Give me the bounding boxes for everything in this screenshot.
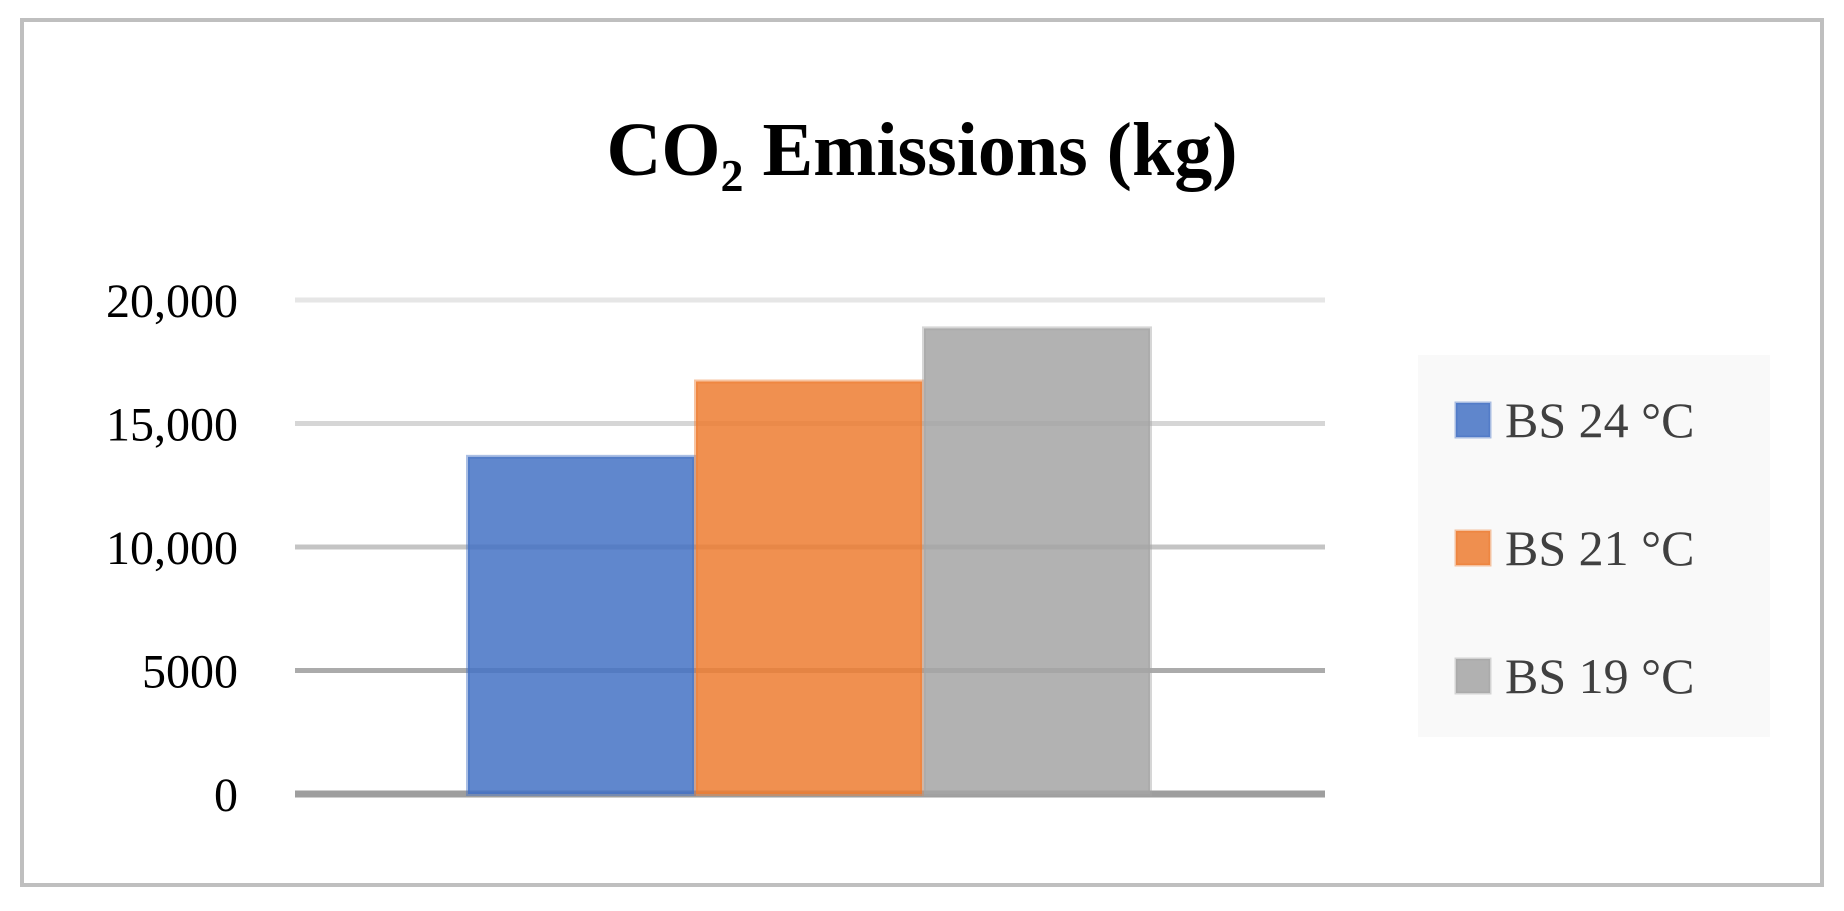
bars xyxy=(466,326,1152,796)
legend-label-1: BS 24 °C xyxy=(1505,392,1695,448)
chart-title-prefix: CO xyxy=(606,108,720,192)
chart-title-subscript: 2 xyxy=(720,150,743,201)
y-tick-label: 0 xyxy=(214,769,238,822)
legend-label-2: BS 21 °C xyxy=(1505,520,1695,576)
bar-1 xyxy=(466,454,696,796)
bar-2 xyxy=(694,379,924,796)
y-tick-label: 10,000 xyxy=(106,522,238,575)
y-tick-label: 20,000 xyxy=(106,275,238,328)
legend-label-3: BS 19 °C xyxy=(1505,648,1695,704)
y-tick-labels: 0 5000 10,000 15,000 20,000 xyxy=(106,275,238,822)
legend-swatch-1 xyxy=(1454,401,1492,439)
chart-title-suffix: Emissions (kg) xyxy=(743,108,1237,192)
chart-title: CO2 Emissions (kg) xyxy=(606,108,1237,201)
legend-swatch-3 xyxy=(1454,657,1492,695)
y-tick-label: 5000 xyxy=(142,646,238,699)
legend-swatch-2 xyxy=(1454,529,1492,567)
y-tick-label: 15,000 xyxy=(106,399,238,452)
legend: BS 24 °C BS 21 °C BS 19 °C xyxy=(1454,392,1695,704)
bar-3 xyxy=(922,326,1152,796)
